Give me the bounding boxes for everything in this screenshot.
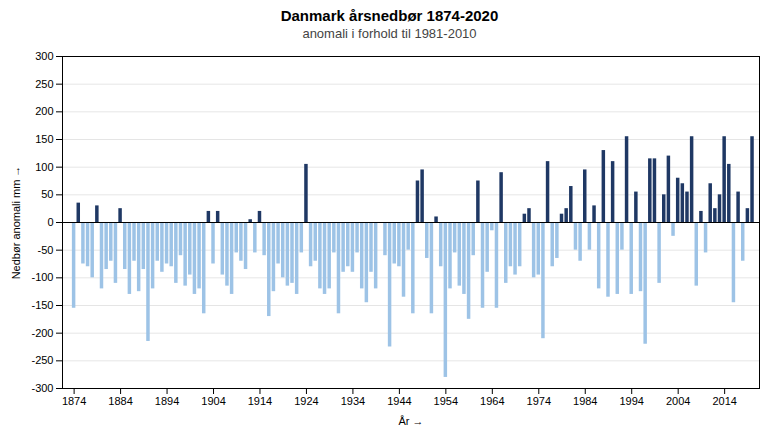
html-text:Danmark årsnedbør 1874-2020: Danmark årsnedbør 1874-2020 (280, 7, 499, 24)
svg-text:1984: 1984 (573, 395, 597, 407)
svg-text:1914: 1914 (248, 395, 272, 407)
svg-text:200: 200 (35, 105, 53, 117)
svg-text:År →: År → (398, 415, 423, 427)
svg-text:-100: -100 (31, 271, 53, 283)
svg-text:2014: 2014 (712, 395, 736, 407)
svg-text:1964: 1964 (480, 395, 504, 407)
svg-text:1874: 1874 (62, 395, 86, 407)
svg-text:100: 100 (35, 161, 53, 173)
svg-text:-50: -50 (38, 244, 54, 256)
svg-text:1954: 1954 (434, 395, 458, 407)
svg-text:1884: 1884 (108, 395, 132, 407)
svg-text:1924: 1924 (294, 395, 318, 407)
svg-text:1994: 1994 (619, 395, 643, 407)
svg-text:1904: 1904 (201, 395, 225, 407)
svg-text:-200: -200 (31, 327, 53, 339)
svg-text:1934: 1934 (341, 395, 365, 407)
svg-text:150: 150 (35, 133, 53, 145)
svg-text:0: 0 (47, 216, 53, 228)
svg-text:-250: -250 (31, 354, 53, 366)
svg-text:250: 250 (35, 78, 53, 90)
svg-text:1974: 1974 (527, 395, 551, 407)
html-text:anomali i forhold til 1981-201: anomali i forhold til 1981-2010 (302, 26, 477, 41)
svg-text:-150: -150 (31, 299, 53, 311)
svg-text:50: 50 (41, 188, 53, 200)
svg-text:Nedbør anomali mm →: Nedbør anomali mm → (10, 166, 22, 280)
svg-text:-300: -300 (31, 382, 53, 394)
svg-text:300: 300 (35, 50, 53, 62)
svg-text:1944: 1944 (387, 395, 411, 407)
svg-text:2004: 2004 (666, 395, 690, 407)
svg-text:1894: 1894 (155, 395, 179, 407)
